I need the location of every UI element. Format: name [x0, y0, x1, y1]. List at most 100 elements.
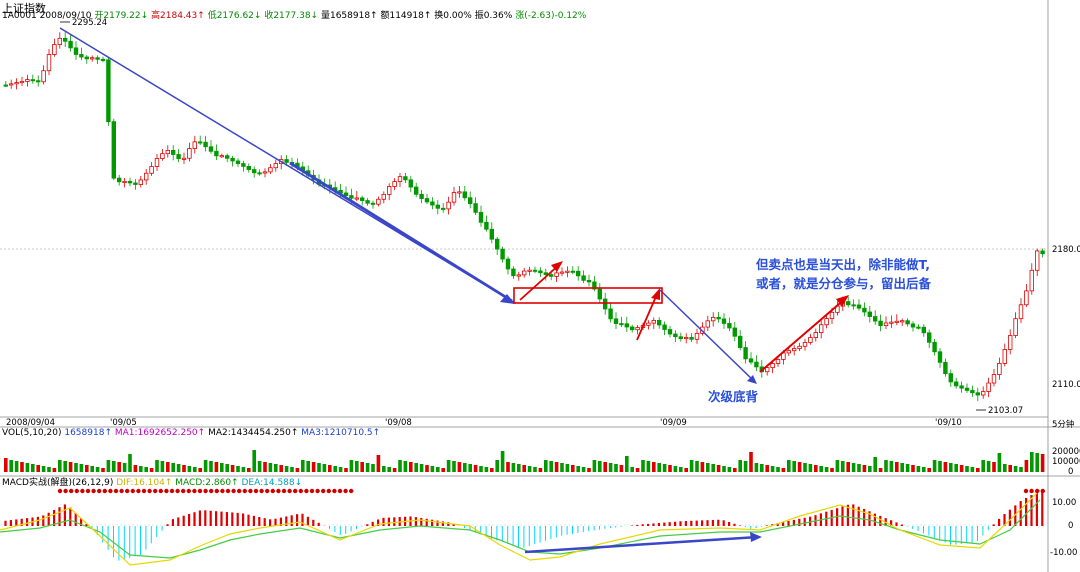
macd-dif: DIF:16.104↑	[116, 478, 173, 488]
signal-dot	[63, 488, 68, 494]
signal-dot	[108, 488, 113, 494]
candle	[851, 304, 856, 307]
candle	[176, 154, 181, 159]
volume-bar	[441, 468, 445, 472]
candle	[905, 320, 910, 325]
candle	[862, 307, 867, 313]
period-label[interactable]: 5分钟	[1052, 419, 1074, 430]
volume-bar	[522, 465, 526, 472]
candle	[592, 281, 597, 290]
candle	[959, 385, 964, 389]
candle	[25, 79, 30, 82]
volume-bar	[776, 467, 780, 472]
volume-bar	[754, 463, 759, 472]
signal-dot	[214, 488, 219, 494]
volume-bar	[884, 460, 888, 472]
signal-dot	[326, 488, 331, 494]
candle	[543, 272, 548, 275]
volume-bar	[819, 466, 823, 472]
volume-bar	[144, 467, 148, 472]
volume-bar	[598, 461, 602, 472]
volume-bar	[263, 462, 267, 472]
signal-dot	[276, 488, 281, 494]
volume-bar	[857, 464, 861, 472]
volume-bar	[932, 460, 937, 472]
volume-bar	[182, 465, 186, 472]
volume-bar	[652, 462, 656, 472]
volume-bar	[419, 464, 424, 472]
candle	[224, 155, 230, 159]
volume-bar	[500, 451, 505, 472]
volume-bar	[290, 467, 294, 472]
code-date: 1A0001 2008/09/10	[2, 11, 92, 21]
macd-dea: DEA:14.588↓	[241, 478, 303, 488]
candle	[748, 358, 754, 363]
candle	[79, 54, 84, 58]
signal-dot	[91, 488, 96, 494]
volume-bar	[446, 460, 451, 472]
candle	[981, 391, 986, 396]
candle	[376, 198, 381, 205]
candle	[1018, 304, 1024, 320]
volume-bar	[689, 460, 694, 472]
candle	[716, 316, 721, 320]
candle	[63, 37, 68, 42]
volume-bar	[52, 468, 57, 472]
volume-bar	[619, 465, 624, 472]
candle	[813, 332, 818, 338]
candle	[613, 318, 619, 324]
candle	[354, 197, 359, 200]
volume-bar	[268, 463, 273, 472]
candle	[14, 82, 19, 85]
candle	[484, 221, 489, 230]
volume-bar	[90, 466, 94, 472]
candle	[549, 274, 554, 277]
vol-label: VOL(5,10,20)	[2, 428, 62, 438]
low-value: 低2176.62↓	[207, 11, 262, 21]
signal-dot	[57, 488, 63, 494]
volume-bar	[554, 462, 559, 472]
volume-bar	[490, 468, 494, 472]
volume-bar	[106, 460, 111, 472]
candle	[738, 335, 743, 348]
candle	[802, 342, 808, 347]
volume-bar	[392, 468, 397, 472]
volume-bar	[700, 462, 705, 472]
signal-dot	[237, 488, 242, 494]
volume-bar	[668, 465, 672, 472]
second-down-line	[659, 289, 756, 383]
signal-dot	[343, 488, 348, 494]
annotation-note-line1: 但卖点也是当天出，除非能做T,	[755, 257, 930, 272]
candle	[727, 323, 732, 329]
signal-dot	[225, 488, 231, 494]
volume-bar	[14, 461, 19, 472]
candle	[765, 367, 770, 373]
volume-bar	[938, 461, 942, 472]
candle	[170, 149, 176, 155]
candle	[19, 81, 25, 84]
candle	[522, 270, 527, 276]
volume-bar	[878, 468, 883, 472]
volume-bar	[495, 460, 499, 472]
candle	[440, 207, 446, 210]
candle	[894, 320, 899, 323]
candle	[203, 141, 208, 148]
candle	[84, 56, 89, 60]
volume-bar	[895, 462, 899, 472]
candle	[268, 167, 273, 173]
signal-dot	[309, 488, 315, 494]
signal-dot	[242, 488, 247, 494]
volume-bar	[743, 461, 748, 472]
candle	[954, 381, 959, 387]
signal-dot	[1040, 488, 1046, 494]
volume-bar	[36, 465, 40, 472]
candle	[964, 387, 970, 391]
x-label-0905: '09/05	[110, 418, 137, 428]
candle	[576, 270, 581, 277]
volume-bar	[695, 461, 699, 472]
volume-bar	[101, 468, 105, 472]
volume-bar	[900, 463, 904, 472]
candle	[856, 304, 862, 309]
volume-bar	[511, 463, 516, 472]
